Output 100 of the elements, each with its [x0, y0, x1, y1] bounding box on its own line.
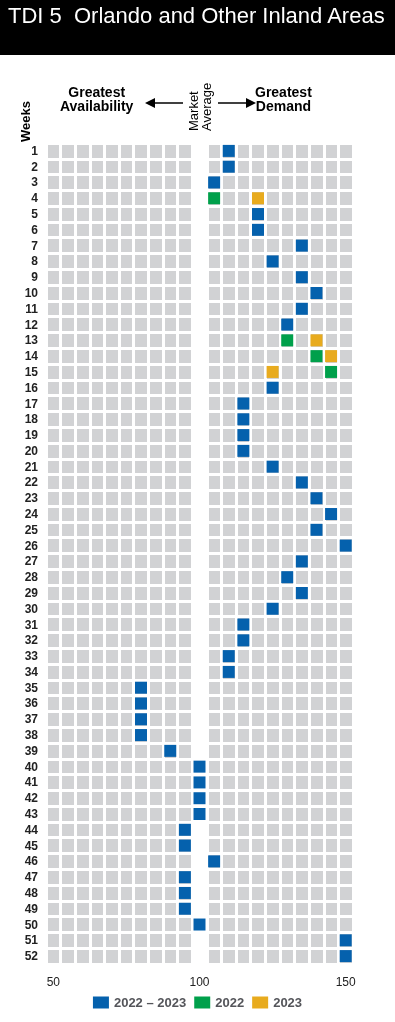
point — [281, 571, 294, 584]
point — [281, 318, 294, 331]
y-tick-label: 41 — [24, 775, 39, 790]
point — [295, 239, 308, 252]
point — [266, 381, 279, 394]
point — [339, 950, 352, 963]
point — [266, 365, 279, 378]
y-tick-label: 38 — [24, 728, 39, 743]
y-tick-label: 36 — [24, 696, 39, 711]
point — [251, 223, 264, 236]
y-tick-label: 30 — [24, 601, 39, 616]
y-tick-label: 33 — [24, 649, 39, 664]
y-tick-label: 25 — [24, 522, 39, 537]
point — [310, 523, 323, 536]
point — [208, 176, 221, 189]
y-tick-label: 15 — [24, 364, 39, 379]
y-tick-label: 43 — [24, 807, 39, 822]
text: Greatest Availability — [60, 84, 134, 114]
y-tick-label: 5 — [31, 207, 39, 222]
point — [178, 902, 191, 915]
point — [178, 839, 191, 852]
point — [178, 886, 191, 899]
y-axis-title: Weeks — [18, 101, 33, 143]
point — [237, 444, 250, 457]
point — [325, 508, 338, 521]
point — [222, 144, 235, 157]
point — [135, 713, 148, 726]
point — [222, 650, 235, 663]
y-tick-label: 12 — [24, 317, 39, 332]
point — [295, 555, 308, 568]
y-tick-label: 34 — [24, 664, 39, 679]
y-tick-label: 22 — [24, 475, 39, 490]
x-tick-label: 150 — [335, 975, 357, 989]
y-tick-label: 48 — [24, 885, 39, 900]
point — [208, 192, 221, 205]
point — [266, 602, 279, 615]
y-tick-label: 4 — [31, 191, 39, 206]
y-tick-label: 52 — [24, 949, 39, 964]
point — [310, 350, 323, 363]
point — [237, 397, 250, 410]
y-tick-label: 29 — [24, 585, 39, 600]
point — [222, 665, 235, 678]
y-tick-label: 17 — [24, 396, 39, 411]
point — [193, 918, 206, 931]
point — [310, 492, 323, 505]
point — [164, 744, 177, 757]
y-tick-label: 7 — [31, 238, 39, 253]
y-tick-label: 32 — [24, 633, 39, 648]
y-tick-label: 27 — [24, 554, 39, 569]
y-tick-label: 44 — [24, 822, 39, 837]
point — [193, 776, 206, 789]
point — [266, 255, 279, 268]
y-tick-label: 50 — [24, 917, 39, 932]
y-tick-label: 23 — [24, 491, 39, 506]
point — [135, 681, 148, 694]
point — [178, 823, 191, 836]
point — [339, 539, 352, 552]
x-tick-label: 50 — [46, 975, 61, 989]
point — [310, 286, 323, 299]
y-tick-label: 31 — [24, 617, 39, 632]
point — [295, 586, 308, 599]
chart-title: TDI 5 Orlando and Other Inland Areas — [0, 0, 395, 55]
point — [237, 634, 250, 647]
legend-label: 2023 — [273, 995, 303, 1010]
point — [135, 697, 148, 710]
y-tick-label: 13 — [24, 333, 39, 348]
point — [281, 334, 294, 347]
point — [178, 871, 191, 884]
y-tick-label: 19 — [24, 428, 39, 443]
point — [339, 934, 352, 947]
point — [251, 192, 264, 205]
point — [193, 808, 206, 821]
y-tick-label: 26 — [24, 538, 39, 553]
point — [295, 271, 308, 284]
y-tick-label: 11 — [25, 301, 39, 316]
band-label: Market Average — [185, 82, 214, 131]
y-tick-label: 47 — [24, 870, 39, 885]
point — [295, 302, 308, 315]
y-tick-label: 40 — [24, 759, 39, 774]
y-tick-label: 21 — [24, 459, 39, 474]
point — [266, 460, 279, 473]
y-tick-label: 46 — [24, 854, 39, 869]
y-tick-label: 37 — [24, 712, 39, 727]
y-tick-label: 45 — [24, 838, 39, 853]
y-tick-label: 14 — [24, 349, 39, 364]
y-tick-label: 39 — [24, 743, 39, 758]
y-tick-label: 51 — [24, 933, 39, 948]
point — [208, 855, 221, 868]
y-tick-label: 42 — [24, 791, 39, 806]
y-tick-label: 20 — [24, 443, 39, 458]
y-tick-label: 9 — [31, 270, 39, 285]
point — [251, 208, 264, 221]
point — [295, 476, 308, 489]
x-tick-label: 100 — [189, 975, 210, 989]
point — [325, 365, 338, 378]
y-tick-label: 8 — [31, 254, 39, 269]
legend-label: 2022 – 2023 — [113, 995, 187, 1010]
y-tick-label: 2 — [31, 159, 39, 174]
text: Greatest Demand — [255, 84, 313, 114]
y-tick-label: 1 — [31, 143, 39, 158]
